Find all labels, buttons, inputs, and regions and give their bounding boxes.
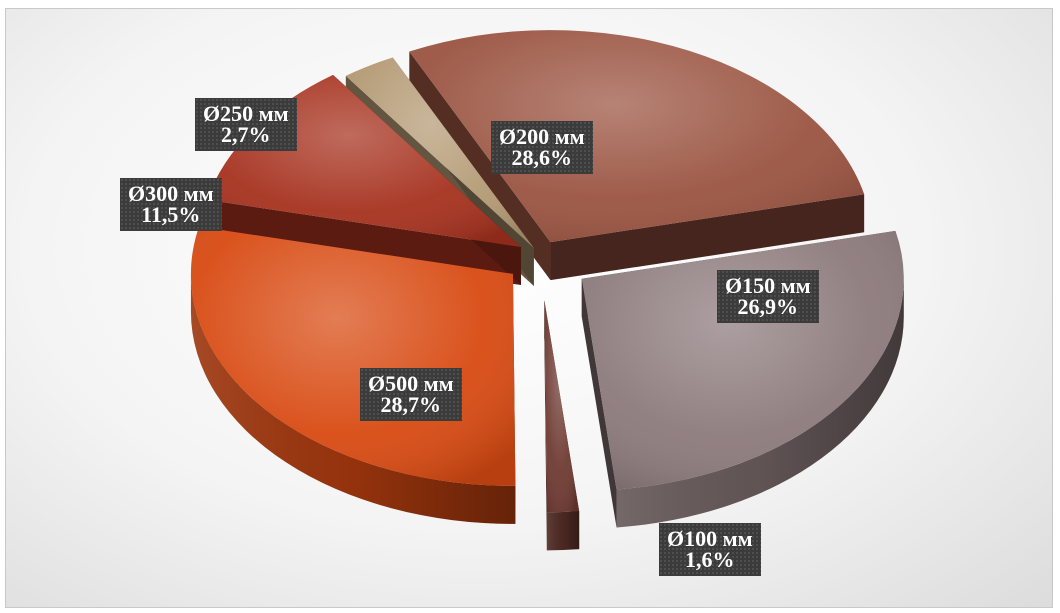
data-label-d300: Ø300 мм 11,5%: [120, 177, 222, 231]
pie-chart: [190, 30, 904, 551]
data-label-value: 11,5%: [141, 201, 201, 227]
data-label-d200: Ø200 мм 28,6%: [491, 120, 593, 174]
pie-slice-d200-top-shade: [409, 30, 865, 243]
data-label-value: 28,7%: [380, 391, 442, 417]
pie-slice-d200: [409, 30, 865, 281]
pie-slice-d100-side-shade: [546, 511, 580, 551]
data-label-category: Ø300 мм: [128, 180, 214, 206]
pie-slice-d500-top-shade: [190, 226, 516, 486]
data-label-value: 2,7%: [221, 121, 271, 147]
data-label-d250: Ø250 мм 2,7%: [195, 97, 297, 151]
pie-slice-d250-top-shade: [345, 57, 534, 248]
pie-slice-d100: [544, 300, 580, 551]
pie-slice-d100-cut-face: [544, 300, 547, 551]
data-label-value: 1,6%: [685, 546, 735, 572]
chart-area: Ø200 мм 28,6% Ø150 мм 26,9% Ø100 мм 1,6%…: [5, 8, 1053, 608]
data-label-d150: Ø150 мм 26,9%: [717, 269, 819, 323]
data-label-value: 26,9%: [737, 293, 799, 319]
data-label-d100: Ø100 мм 1,6%: [659, 522, 761, 576]
pie-slice-d150-cut-face: [581, 278, 617, 528]
pie-slice-d150-top-shade: [581, 230, 904, 490]
pie-slice-d200-cut-face: [550, 194, 865, 281]
pie-slice-d500: [190, 226, 516, 524]
data-label-category: Ø100 мм: [667, 525, 753, 551]
data-label-value: 28,6%: [511, 144, 573, 170]
pie-slice-d500-side-shade: [190, 273, 516, 524]
data-label-d500: Ø500 мм 28,7%: [360, 367, 462, 421]
data-label-category: Ø250 мм: [203, 100, 289, 126]
data-label-category: Ø200 мм: [499, 123, 585, 149]
data-label-category: Ø150 мм: [725, 272, 811, 298]
pie-slice-d150-side-shade: [616, 278, 904, 528]
pie-slice-d100-top-shade: [544, 300, 580, 513]
data-label-category: Ø500 мм: [368, 370, 454, 396]
pie-slice-d150: [581, 230, 904, 528]
